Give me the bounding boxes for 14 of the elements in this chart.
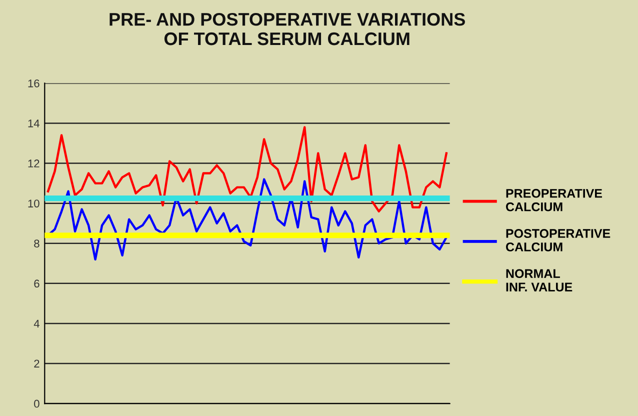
legend-label: PREOPERATIVE CALCIUM bbox=[506, 188, 602, 212]
y-tick-label: 16 bbox=[28, 79, 40, 88]
chart-title: PRE- AND POSTOPERATIVE VARIATIONS OF TOTAL SERUM CALCIUM bbox=[110, 12, 465, 46]
y-tick-label: 2 bbox=[34, 360, 40, 368]
y-tick-label: 14 bbox=[28, 120, 40, 128]
y-tick-label: 4 bbox=[34, 320, 40, 328]
legend-label: NORMAL INF. VALUE bbox=[506, 269, 572, 292]
legend-label: POSTOPERATIVE CALCIUM bbox=[506, 229, 610, 252]
line-series bbox=[46, 126, 448, 212]
y-tick-label: 8 bbox=[34, 240, 40, 248]
y-tick-label: 6 bbox=[34, 280, 40, 288]
y-tick-label: 10 bbox=[28, 200, 40, 208]
y-tick-label: 0 bbox=[34, 400, 40, 408]
y-tick-label: 12 bbox=[28, 160, 40, 168]
